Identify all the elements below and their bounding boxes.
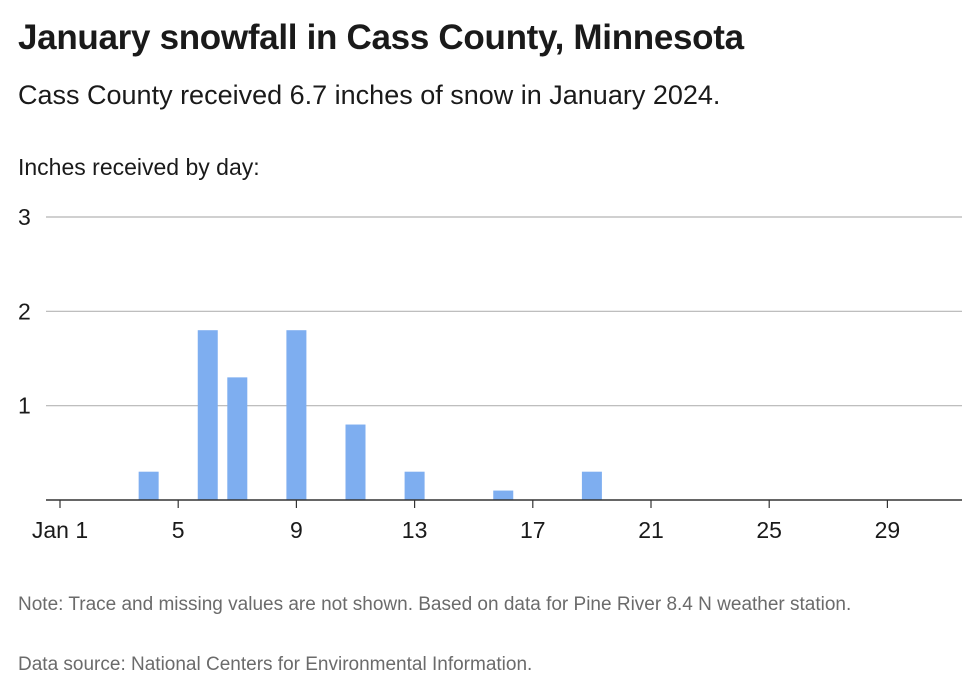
y-tick-label: 3 — [18, 204, 31, 230]
y-tick-label: 2 — [18, 298, 31, 324]
x-tick-label: 25 — [756, 517, 782, 543]
bar-day-9 — [286, 330, 307, 500]
y-tick-label: 1 — [18, 393, 31, 419]
chart-note: Note: Trace and missing values are not s… — [18, 594, 852, 615]
x-tick-label: 21 — [638, 517, 664, 543]
chart-title: January snowfall in Cass County, Minneso… — [18, 18, 744, 57]
bar-day-6 — [197, 330, 218, 500]
bar-day-16 — [493, 490, 514, 500]
bar-day-4 — [138, 471, 159, 500]
bar-day-13 — [404, 471, 425, 500]
y-axis-caption: Inches received by day: — [18, 154, 260, 180]
x-tick-label: 17 — [520, 517, 546, 543]
bar-day-19 — [581, 471, 602, 500]
x-tick-label: 13 — [402, 517, 428, 543]
x-tick-label: 5 — [172, 517, 185, 543]
bar-day-11 — [345, 424, 366, 500]
bar-day-7 — [227, 377, 248, 500]
x-tick-label: 9 — [290, 517, 303, 543]
chart-subtitle: Cass County received 6.7 inches of snow … — [18, 80, 721, 110]
snowfall-bar-chart: 1 2 3 Jan 1 5 9 13 17 21 25 29 — [18, 204, 962, 543]
data-source: Data source: National Centers for Enviro… — [18, 654, 533, 675]
x-tick-label: 29 — [875, 517, 901, 543]
x-tick-label: Jan 1 — [32, 517, 88, 543]
